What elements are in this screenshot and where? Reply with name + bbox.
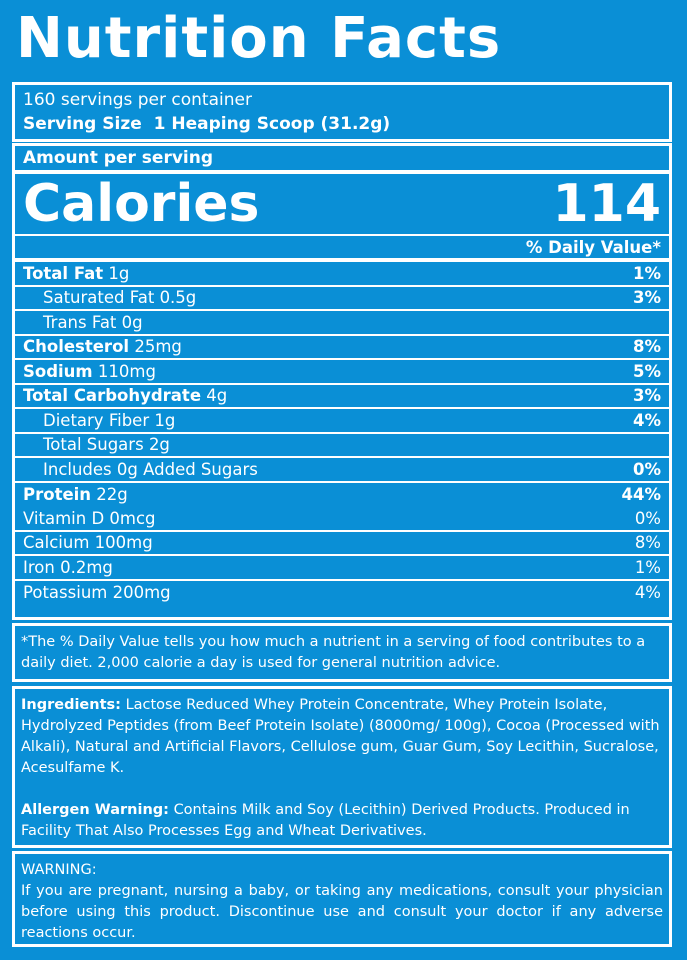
footnote: *The % Daily Value tells you how much a … xyxy=(21,634,646,671)
calories-value: 114 xyxy=(552,174,661,234)
nutrient: Protein 22g xyxy=(23,485,128,504)
nutrient-dv: 3% xyxy=(632,386,661,406)
nutrient-dv: 0% xyxy=(632,459,661,479)
serving-size-label: Serving Size xyxy=(23,114,142,134)
vitamin-name: Vitamin D 0mcg xyxy=(23,508,156,528)
ingredients-text: Lactose Reduced Whey Protein Concentrate… xyxy=(21,697,660,776)
vitamin-row: Vitamin D 0mcg 0% xyxy=(15,507,669,532)
nutrient-row: Sodium 110mg 5% xyxy=(15,360,669,385)
dv-header: % Daily Value* xyxy=(525,237,661,257)
allergen-label: Allergen Warning: xyxy=(21,802,169,818)
vitamin-dv: 4% xyxy=(634,583,661,603)
nutrient-name: Saturated Fat xyxy=(43,288,155,308)
serving-box: 160 servings per container Serving Size … xyxy=(12,82,672,142)
nutrient-amount: 0g xyxy=(121,312,143,332)
vitamin-dv: 0% xyxy=(634,508,661,528)
amount-row: Amount per serving xyxy=(15,146,669,174)
calories-label: Calories xyxy=(23,174,260,234)
vitamin-name: Potassium 200mg xyxy=(23,583,171,603)
nutrient-name: Protein xyxy=(23,485,92,505)
vitamin-row: Potassium 200mg 4% xyxy=(15,581,669,606)
warning-title: WARNING: xyxy=(21,862,97,878)
vitamin-dv: 1% xyxy=(634,557,661,577)
nutrient-name: Total Fat xyxy=(23,263,104,283)
serving-size: Serving Size 1 Heaping Scoop (31.2g) xyxy=(23,112,661,136)
vitamin-row: Iron 0.2mg 1% xyxy=(15,556,669,581)
nutrient-row: Total Sugars 2g xyxy=(15,434,669,458)
nutrient-amount: 4g xyxy=(206,386,228,406)
warning-text: If you are pregnant, nursing a baby, or … xyxy=(21,883,663,941)
nutrient-amount: 2g xyxy=(148,435,170,455)
nutrient-amount: 110mg xyxy=(97,361,156,381)
nutrient-amount: 0.5g xyxy=(159,288,197,308)
nutrient-row: Cholesterol 25mg 8% xyxy=(15,336,669,360)
allergen-text: Contains Milk and Soy (Lecithin) Derived… xyxy=(21,802,630,839)
nutrient-row: Saturated Fat 0.5g 3% xyxy=(15,287,669,311)
nutrient-dv: 5% xyxy=(632,361,661,381)
nutrient-row: Dietary Fiber 1g 4% xyxy=(15,409,669,434)
nutrient: Trans Fat 0g xyxy=(23,313,143,332)
ingredients-label: Ingredients: xyxy=(21,697,121,713)
vitamin-name: Iron 0.2mg xyxy=(23,557,113,577)
nutrient-row: Total Fat 1g 1% xyxy=(15,262,669,287)
nutrient-dv: 3% xyxy=(632,288,661,308)
nutrient-name: Dietary Fiber xyxy=(43,410,150,430)
nutrient: Total Fat 1g xyxy=(23,264,129,283)
nutrient-dv: 1% xyxy=(632,263,661,283)
nutrient: Cholesterol 25mg xyxy=(23,337,182,356)
calories-row: Calories 114 xyxy=(15,174,669,236)
nutrient-amount: 22g xyxy=(96,485,128,505)
vitamin-row: Calcium 100mg 8% xyxy=(15,532,669,556)
title: Nutrition Facts xyxy=(16,6,502,71)
nutrient-row: Protein 22g 44% xyxy=(15,483,669,508)
nutrient: Total Carbohydrate 4g xyxy=(23,386,227,405)
ingredients-box: Ingredients: Lactose Reduced Whey Protei… xyxy=(12,686,672,848)
nutrient-name: Total Sugars xyxy=(43,435,144,455)
nutrient: Includes 0g Added Sugars xyxy=(23,460,258,479)
nutrient-name: Sodium xyxy=(23,361,93,381)
footnote-box: *The % Daily Value tells you how much a … xyxy=(12,623,672,682)
nutrient-amount: 1g xyxy=(154,410,176,430)
nutrient-list: Total Fat 1g 1% Saturated Fat 0.5g 3% Trans … xyxy=(15,262,669,507)
vitamin-list: Vitamin D 0mcg 0% Calcium 100mg 8% Iron 0.2m… xyxy=(15,507,669,605)
nutrient-amount: 1g xyxy=(108,263,130,283)
nutrient-dv: 4% xyxy=(632,410,661,430)
allergen: Allergen Warning: Contains Milk and Soy … xyxy=(21,800,663,842)
ingredients: Ingredients: Lactose Reduced Whey Protei… xyxy=(21,695,663,779)
nutrient-row: Trans Fat 0g xyxy=(15,311,669,336)
nutrient: Sodium 110mg xyxy=(23,362,156,381)
nutrition-box: Amount per serving Calories 114 % Daily V… xyxy=(12,143,672,620)
nutrient-row: Includes 0g Added Sugars 0% xyxy=(15,458,669,483)
nutrient-row: Total Carbohydrate 4g 3% xyxy=(15,385,669,409)
dv-row: % Daily Value* xyxy=(15,236,669,262)
warning-box: WARNING: If you are pregnant, nursing a … xyxy=(12,851,672,947)
nutrient-name: Includes 0g Added Sugars xyxy=(43,459,258,479)
nutrient-dv: 44% xyxy=(621,485,662,505)
vitamin-dv: 8% xyxy=(634,533,661,553)
serving-size-value: 1 Heaping Scoop (31.2g) xyxy=(153,114,391,134)
vitamin-name: Calcium 100mg xyxy=(23,533,153,553)
amount-per-serving: Amount per serving xyxy=(23,148,214,168)
servings: 160 servings per container xyxy=(23,90,252,110)
nutrient-amount: 25mg xyxy=(134,337,182,357)
nutrient: Dietary Fiber 1g xyxy=(23,411,175,430)
nutrient-dv: 8% xyxy=(632,337,661,357)
nutrient-name: Cholesterol xyxy=(23,337,130,357)
nutrient: Total Sugars 2g xyxy=(23,435,170,454)
nutrient-name: Trans Fat xyxy=(43,312,117,332)
nutrient: Saturated Fat 0.5g xyxy=(23,288,196,307)
nutrient-name: Total Carbohydrate xyxy=(23,386,202,406)
